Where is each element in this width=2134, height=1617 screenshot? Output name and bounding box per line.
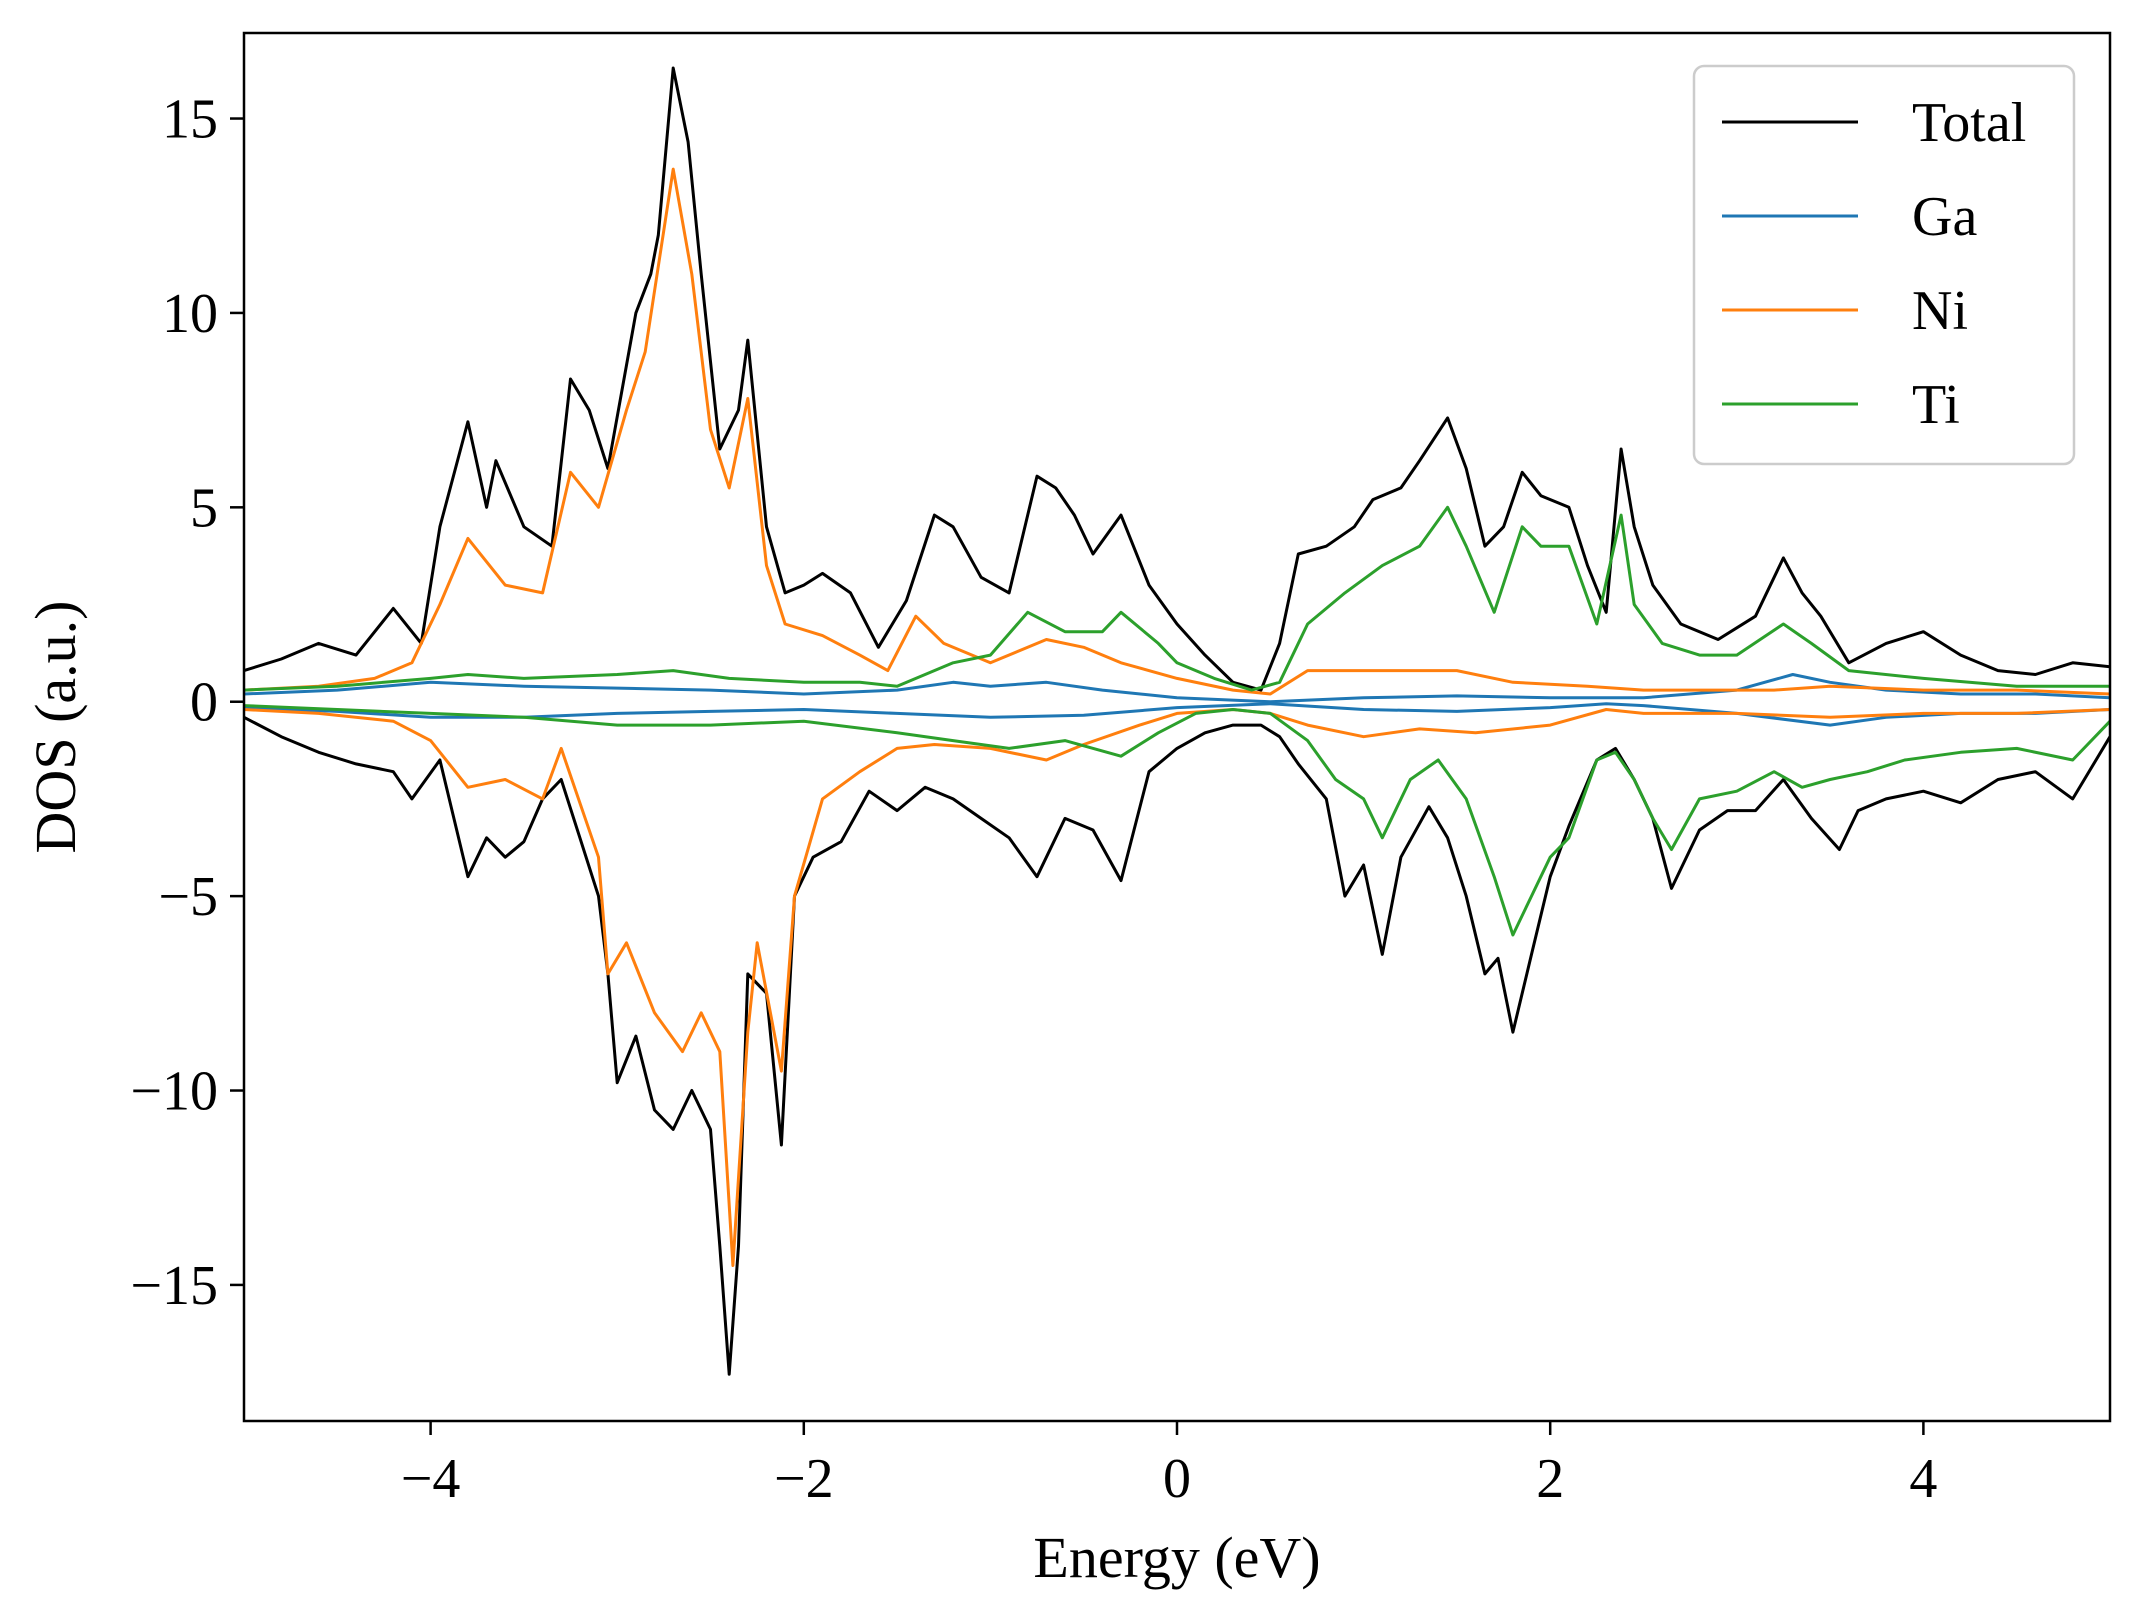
y-axis: 15 10 5 0 −5 −10 −15 [130,89,244,1317]
x-axis: −4 −2 0 2 4 [401,1421,1937,1510]
y-tick-label: 15 [162,89,218,151]
series-ni-spin-up-line [244,167,2110,696]
series-total-spin-down-line [244,715,2110,1376]
x-tick-label: 2 [1536,1448,1564,1510]
series-layer [244,66,2110,1376]
x-tick-label: −4 [401,1448,461,1510]
legend-label-ti: Ti [1912,374,1960,436]
x-tick-label: −2 [774,1448,834,1510]
series-ti-spin-down-line [244,704,2110,937]
series-ga-spin-down-line [244,702,2110,727]
x-tick-label: 4 [1909,1448,1937,1510]
series-ga-spin-up-line [244,673,2110,704]
legend-items: Total Ga Ni Ti [1722,92,2026,436]
y-tick-label: −10 [130,1061,218,1123]
legend-label-total: Total [1912,92,2026,154]
y-tick-label: −5 [158,866,218,928]
y-tick-label: 10 [162,283,218,345]
legend-box [1692,64,2076,466]
y-tick-label: 5 [190,477,218,539]
series-ni-spin-down-line [244,708,2110,1267]
legend-label-ga: Ga [1912,186,1977,248]
legend: Total Ga Ni Ti [1692,64,2076,466]
series-ti-spin-up-line [244,505,2110,692]
series-total-spin-up-line [244,66,2110,692]
x-axis-label: Energy (eV) [1033,1525,1320,1590]
legend-label-ni: Ni [1912,280,1968,342]
y-axis-label: DOS (a.u.) [23,601,88,854]
y-tick-label: 0 [190,672,218,734]
x-tick-label: 0 [1163,1448,1191,1510]
y-tick-label: −15 [130,1255,218,1317]
